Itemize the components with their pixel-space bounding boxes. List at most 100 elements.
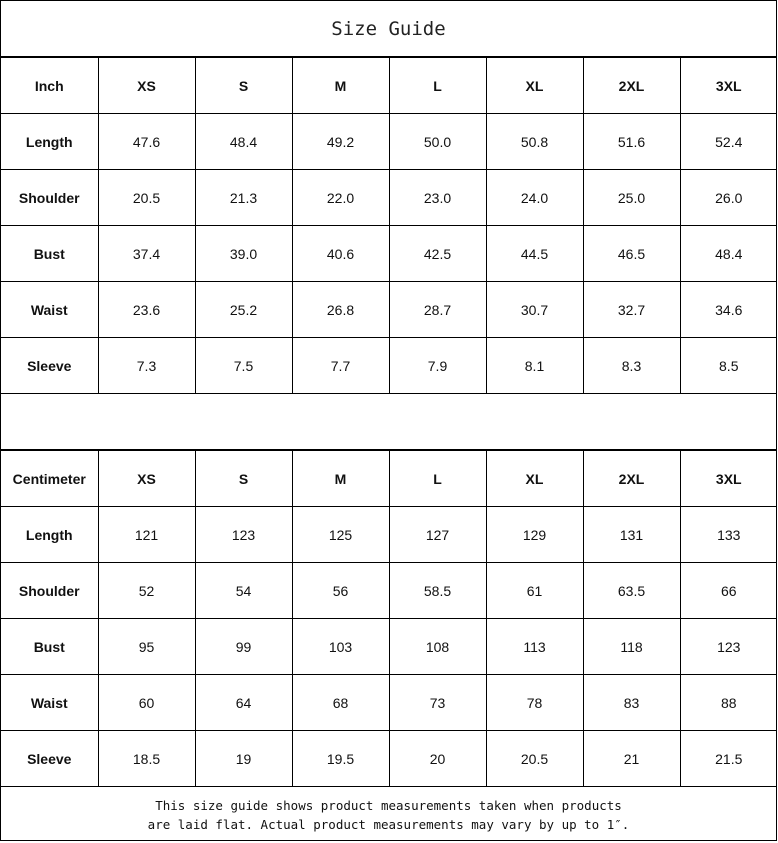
measurement-cell: 24.0 xyxy=(485,169,584,226)
measurement-cell: 26.0 xyxy=(679,169,777,226)
table-row: Sleeve 18.5 19 19.5 20 20.5 21 21.5 xyxy=(1,730,777,787)
measurement-cell: 123 xyxy=(194,506,293,563)
measurement-cell: 129 xyxy=(485,506,584,563)
measurement-note: This size guide shows product measuremen… xyxy=(1,787,776,843)
measurement-cell: 133 xyxy=(679,506,777,563)
inch-table-container: Inch XS S M L XL 2XL 3XL Length 47.6 48.4 49.2 50.0 5… xyxy=(1,57,777,394)
header-row: Centimeter XS S M L XL 2XL 3XL xyxy=(1,450,777,507)
measurement-cell: 48.4 xyxy=(194,113,293,170)
measurement-cell: 131 xyxy=(582,506,681,563)
measurement-cell: 23.6 xyxy=(97,281,196,338)
measurement-cell: 56 xyxy=(291,562,390,619)
measurement-cell: 64 xyxy=(194,674,293,731)
measurement-cell: 63.5 xyxy=(582,562,681,619)
measurement-cell: 121 xyxy=(97,506,196,563)
measurement-cell: 108 xyxy=(388,618,487,675)
centimeter-table-container: Centimeter XS S M L XL 2XL 3XL Length 121 123 125 12… xyxy=(1,450,777,787)
measurement-cell: 25.2 xyxy=(194,281,293,338)
measurement-cell: 44.5 xyxy=(485,225,584,282)
header-row: Inch XS S M L XL 2XL 3XL xyxy=(1,57,777,114)
measurement-cell: 25.0 xyxy=(582,169,681,226)
row-label: Sleeve xyxy=(1,730,99,787)
row-label: Bust xyxy=(1,225,99,282)
measurement-cell: 40.6 xyxy=(291,225,390,282)
measurement-cell: 20 xyxy=(388,730,487,787)
measurement-cell: 46.5 xyxy=(582,225,681,282)
measurement-cell: 30.7 xyxy=(485,281,584,338)
centimeter-size-table: Centimeter XS S M L XL 2XL 3XL Length 121 123 125 12… xyxy=(1,450,777,787)
measurement-cell: 8.3 xyxy=(582,337,681,394)
size-header: XL xyxy=(485,57,584,114)
measurement-cell: 73 xyxy=(388,674,487,731)
size-header: 3XL xyxy=(679,57,777,114)
measurement-cell: 123 xyxy=(679,618,777,675)
measurement-cell: 7.7 xyxy=(291,337,390,394)
note-line-1: This size guide shows product measuremen… xyxy=(155,798,622,813)
spacer-row xyxy=(1,394,776,450)
measurement-cell: 88 xyxy=(679,674,777,731)
measurement-cell: 37.4 xyxy=(97,225,196,282)
measurement-cell: 54 xyxy=(194,562,293,619)
row-label: Length xyxy=(1,113,99,170)
measurement-cell: 60 xyxy=(97,674,196,731)
measurement-cell: 58.5 xyxy=(388,562,487,619)
measurement-cell: 34.6 xyxy=(679,281,777,338)
measurement-cell: 7.3 xyxy=(97,337,196,394)
measurement-cell: 23.0 xyxy=(388,169,487,226)
measurement-cell: 103 xyxy=(291,618,390,675)
row-label: Sleeve xyxy=(1,337,99,394)
measurement-cell: 8.1 xyxy=(485,337,584,394)
size-header: L xyxy=(388,57,487,114)
measurement-cell: 22.0 xyxy=(291,169,390,226)
measurement-cell: 47.6 xyxy=(97,113,196,170)
measurement-cell: 8.5 xyxy=(679,337,777,394)
measurement-cell: 48.4 xyxy=(679,225,777,282)
measurement-cell: 99 xyxy=(194,618,293,675)
size-header: L xyxy=(388,450,487,507)
row-label: Shoulder xyxy=(1,169,99,226)
measurement-cell: 61 xyxy=(485,562,584,619)
size-header: 2XL xyxy=(582,57,681,114)
measurement-cell: 113 xyxy=(485,618,584,675)
size-header: XL xyxy=(485,450,584,507)
table-row: Waist 60 64 68 73 78 83 88 xyxy=(1,674,777,731)
measurement-cell: 50.0 xyxy=(388,113,487,170)
unit-header: Inch xyxy=(1,57,99,114)
measurement-cell: 20.5 xyxy=(485,730,584,787)
measurement-cell: 32.7 xyxy=(582,281,681,338)
measurement-cell: 95 xyxy=(97,618,196,675)
measurement-cell: 21.5 xyxy=(679,730,777,787)
measurement-cell: 7.5 xyxy=(194,337,293,394)
table-row: Waist 23.6 25.2 26.8 28.7 30.7 32.7 34.6 xyxy=(1,281,777,338)
measurement-cell: 20.5 xyxy=(97,169,196,226)
measurement-cell: 49.2 xyxy=(291,113,390,170)
measurement-cell: 66 xyxy=(679,562,777,619)
measurement-cell: 21 xyxy=(582,730,681,787)
row-label: Bust xyxy=(1,618,99,675)
size-header: S xyxy=(194,450,293,507)
measurement-cell: 26.8 xyxy=(291,281,390,338)
row-label: Shoulder xyxy=(1,562,99,619)
measurement-cell: 83 xyxy=(582,674,681,731)
table-row: Bust 95 99 103 108 113 118 123 xyxy=(1,618,777,675)
note-line-2: are laid flat. Actual product measuremen… xyxy=(147,817,630,832)
size-header: 3XL xyxy=(679,450,777,507)
measurement-cell: 125 xyxy=(291,506,390,563)
size-header: M xyxy=(291,57,390,114)
size-header: XS xyxy=(97,57,196,114)
table-row: Sleeve 7.3 7.5 7.7 7.9 8.1 8.3 8.5 xyxy=(1,337,777,394)
measurement-cell: 127 xyxy=(388,506,487,563)
page-title: Size Guide xyxy=(1,1,776,57)
measurement-cell: 42.5 xyxy=(388,225,487,282)
size-header: XS xyxy=(97,450,196,507)
measurement-cell: 18.5 xyxy=(97,730,196,787)
table-row: Bust 37.4 39.0 40.6 42.5 44.5 46.5 48.4 xyxy=(1,225,777,282)
measurement-cell: 52 xyxy=(97,562,196,619)
row-label: Waist xyxy=(1,674,99,731)
unit-header: Centimeter xyxy=(1,450,99,507)
measurement-cell: 52.4 xyxy=(679,113,777,170)
size-header: M xyxy=(291,450,390,507)
measurement-cell: 118 xyxy=(582,618,681,675)
measurement-cell: 68 xyxy=(291,674,390,731)
